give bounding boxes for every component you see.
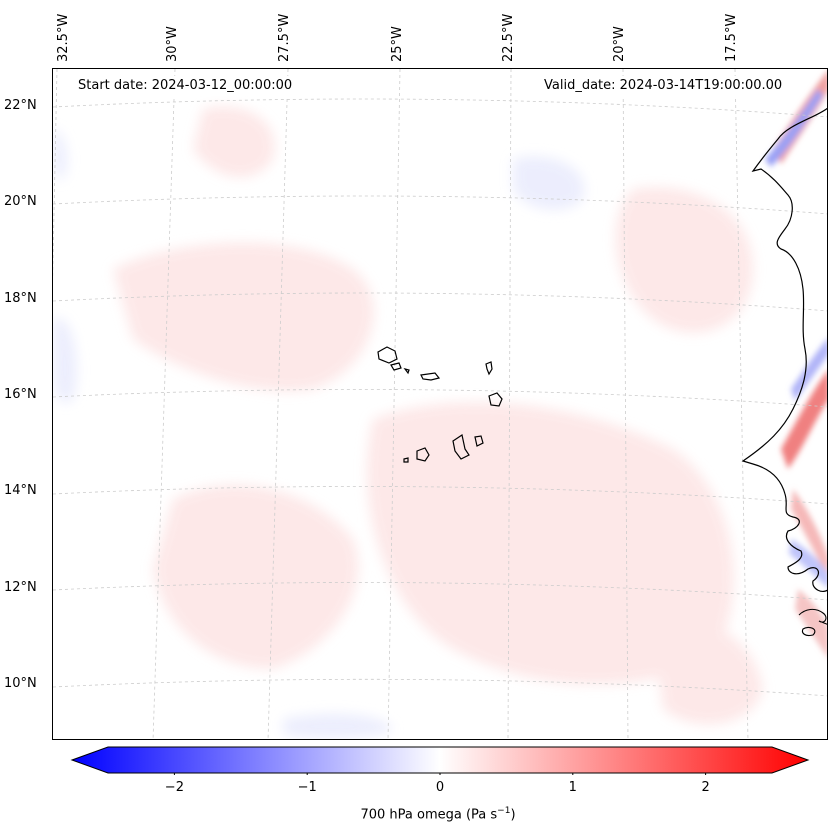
colorbar-tick-label: −1	[297, 780, 317, 795]
lat-lon-gridlines	[53, 69, 827, 739]
colorbar-tickmarks	[173, 773, 707, 775]
colorbar-tick-label: 1	[568, 780, 577, 795]
african-coastline	[741, 107, 827, 593]
lon-label-20w: 20°W	[612, 26, 627, 62]
cape-verde-islands	[377, 346, 503, 463]
start-date-label: Start date: 2024-03-12_00:00:00	[74, 76, 297, 96]
lat-label-16n: 16°N	[4, 387, 37, 402]
lon-label-25w: 25°W	[390, 26, 405, 62]
colorbar-label: 700 hPa omega (Pa s−1)	[360, 806, 516, 823]
lon-label-27-5w: 27.5°W	[277, 13, 292, 62]
weak-ascent-patches	[113, 106, 763, 725]
colorbar-bar	[70, 746, 810, 774]
colorbar-tick-label: −2	[164, 780, 184, 795]
coastline-south	[798, 608, 827, 637]
omega-field-map	[53, 69, 827, 739]
weak-descent-patches	[53, 129, 585, 739]
colorbar-tick-label: 2	[701, 780, 710, 795]
valid-date-label: Valid_date: 2024-03-14T19:00:00.00	[540, 76, 787, 96]
omega-colorbar	[70, 746, 810, 775]
map-panel[interactable]	[52, 68, 828, 740]
lat-label-12n: 12°N	[4, 580, 37, 595]
lat-label-22n: 22°N	[4, 98, 37, 113]
colorbar-tick-label: 0	[435, 780, 445, 795]
lon-label-30w: 30°W	[165, 26, 180, 62]
coastal-omega-bands	[765, 71, 827, 657]
lon-label-22-5w: 22.5°W	[501, 13, 516, 62]
lon-label-17-5w: 17.5°W	[724, 13, 739, 62]
lat-label-20n: 20°N	[4, 194, 37, 209]
lat-label-10n: 10°N	[4, 676, 37, 691]
lon-label-32-5w: 32.5°W	[56, 13, 71, 62]
lat-label-14n: 14°N	[4, 483, 37, 498]
lat-label-18n: 18°N	[4, 291, 37, 306]
